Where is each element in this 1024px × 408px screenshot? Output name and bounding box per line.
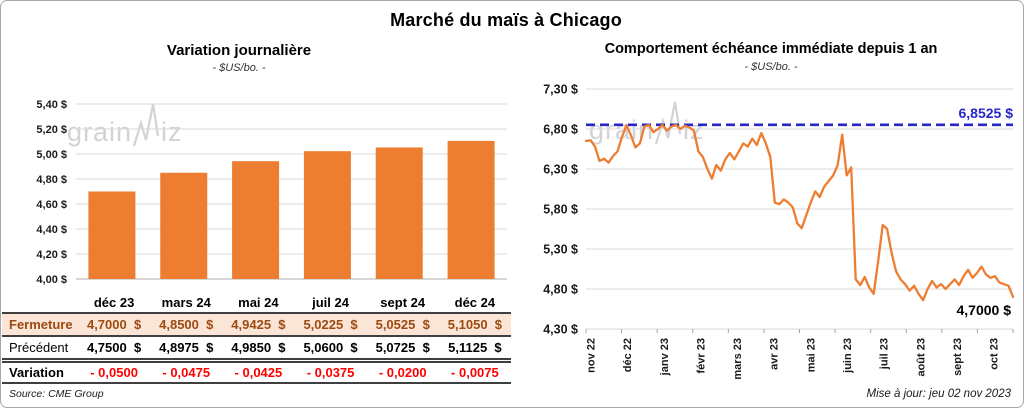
bar-chart: 5,40 $ 5,20 $ 5,00 $ 4,80 $ 4,60 $ 4,40 $ 4,20… <box>36 99 507 286</box>
x-tick-label: déc 22 <box>622 338 634 372</box>
x-tick-label: mai 23 <box>805 338 817 372</box>
y-tick-label: 4,00 $ <box>36 274 67 286</box>
bar <box>375 147 423 279</box>
table-col-header: juil 24 <box>294 293 367 314</box>
table-col-header: sept 24 <box>366 293 439 314</box>
watermark-text: grain <box>67 117 133 147</box>
table-cell: 4,7500 $ <box>78 336 151 363</box>
y-tick-label: 4,40 $ <box>36 224 67 236</box>
table-cell: 4,9850 $ <box>222 336 295 363</box>
table-col-header: mars 24 <box>150 293 223 314</box>
table-cell: - 0,0500 <box>78 360 151 384</box>
table-row-precedent: Précédent 4,7500 $4,8975 $4,9850 $5,0600 … <box>2 336 511 363</box>
x-tick-label: mars 23 <box>732 338 744 380</box>
x-tick-label: avr 23 <box>769 338 781 370</box>
table-cell: 5,0725 $ <box>366 336 439 363</box>
row-label: Fermeture <box>2 313 78 337</box>
line-chart-subtitle: - $US/bo. - <box>744 61 798 73</box>
last-value-label: 4,7000 $ <box>957 302 1012 318</box>
page-title: Marché du maïs à Chicago <box>390 10 622 30</box>
y-tick-label: 4,60 $ <box>36 199 67 211</box>
table-row-variation: Variation - 0,0500- 0,0475- 0,0425- 0,037… <box>2 360 511 384</box>
bar <box>160 172 208 279</box>
reference-line-label: 6,8525 $ <box>959 105 1014 121</box>
table-cell: - 0,0375 <box>294 360 367 384</box>
bar-chart-title: Variation journalière <box>166 42 312 59</box>
y-tick-label: 6,80 $ <box>543 123 578 137</box>
x-tick-label: oct 23 <box>989 338 1001 370</box>
table-cell: - 0,0475 <box>150 360 223 384</box>
table-row-fermeture: Fermeture 4,7000 $4,8500 $4,9425 $5,0225 … <box>2 313 511 337</box>
table-cell: - 0,0075 <box>438 360 511 384</box>
table-cell: 5,1050 $ <box>438 313 511 337</box>
table-body: Fermeture 4,7000 $4,8500 $4,9425 $5,0225 … <box>2 313 511 384</box>
table-cell: 5,1125 $ <box>438 336 511 363</box>
bar <box>88 191 136 279</box>
table-cell: 4,8500 $ <box>150 313 223 337</box>
y-tick-label: 5,30 $ <box>543 243 578 257</box>
x-tick-label: sept 23 <box>952 338 964 376</box>
source-note: Source: CME Group <box>9 388 104 400</box>
y-tick-label: 4,30 $ <box>543 323 578 337</box>
table-col-header: déc 23 <box>78 293 151 314</box>
y-tick-label: 7,30 $ <box>543 83 578 97</box>
table-cell: 4,9425 $ <box>222 313 295 337</box>
y-tick-label: 5,20 $ <box>36 124 67 136</box>
y-tick-label: 5,80 $ <box>543 203 578 217</box>
x-tick-label: août 23 <box>915 338 927 377</box>
update-note: Mise à jour: jeu 02 nov 2023 <box>866 388 1011 400</box>
bar <box>232 161 280 279</box>
y-tick-label: 5,40 $ <box>36 99 67 111</box>
table-cell: - 0,0425 <box>222 360 295 384</box>
table-cell: 4,8975 $ <box>150 336 223 363</box>
row-label: Précédent <box>2 336 78 363</box>
grainwiz-watermark: grain iz <box>67 103 183 147</box>
table-header-row: déc 23 mars 24 mai 24 juil 24 sept 24 déc 24 <box>2 293 511 314</box>
x-tick-label: janv 23 <box>659 338 671 376</box>
y-tick-label: 5,00 $ <box>36 149 67 161</box>
price-table: déc 23 mars 24 mai 24 juil 24 sept 24 déc 24 … <box>2 293 511 384</box>
y-tick-label: 4,20 $ <box>36 249 67 261</box>
x-tick-label: juil 23 <box>879 338 891 370</box>
y-tick-label: 6,30 $ <box>543 163 578 177</box>
table-col-header: déc 24 <box>438 293 511 314</box>
line-chart-title: Comportement échéance immédiate depuis 1… <box>604 41 938 57</box>
row-label: Variation <box>2 360 78 384</box>
zigzag-w-icon <box>133 103 160 147</box>
watermark-text: iz <box>161 117 183 147</box>
table-cell: 5,0600 $ <box>294 336 367 363</box>
table-cell: 5,0525 $ <box>366 313 439 337</box>
table-col-header: mai 24 <box>222 293 295 314</box>
y-tick-label: 4,80 $ <box>36 174 67 186</box>
bar <box>447 140 495 279</box>
y-tick-label: 4,80 $ <box>543 283 578 297</box>
x-tick-label: nov 22 <box>586 338 598 373</box>
x-tick-label: févr 23 <box>695 338 707 373</box>
line-chart: 7,30 $ 6,80 $ 6,30 $ 5,80 $ 5,30 $ 4,80 $ 4,30… <box>543 83 1015 380</box>
table-cell: 5,0225 $ <box>294 313 367 337</box>
table-corner-cell <box>2 293 78 314</box>
table-cell: 4,7000 $ <box>78 313 151 337</box>
x-tick-label: juin 23 <box>842 338 854 374</box>
table-cell: - 0,0200 <box>366 360 439 384</box>
bar <box>303 151 351 279</box>
price-line <box>584 123 1015 302</box>
bar-chart-subtitle: - $US/bo. - <box>212 62 266 74</box>
